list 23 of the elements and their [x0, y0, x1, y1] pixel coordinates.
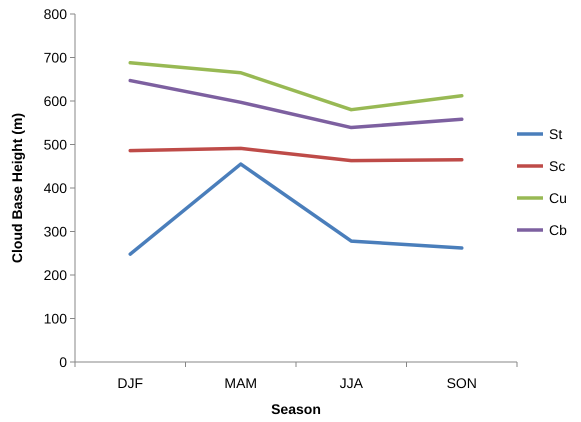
legend-label: Cb	[549, 222, 568, 238]
legend-label: Sc	[549, 158, 566, 174]
y-tick-label: 300	[44, 223, 68, 240]
y-tick-label: 600	[44, 92, 68, 109]
y-tick-label: 100	[44, 310, 68, 326]
legend-label: St	[549, 126, 562, 142]
line-series	[128, 78, 464, 130]
y-tick-label: 500	[44, 136, 68, 152]
y-tick-label: 800	[44, 6, 68, 22]
x-tick-label: JJA	[340, 375, 364, 391]
x-tick-label: DJF	[117, 375, 144, 391]
y-axis-title: Cloud Base Height (m)	[9, 112, 25, 264]
x-tick-label: MAM	[224, 375, 258, 391]
y-tick-label: 400	[44, 180, 68, 196]
x-axis-title: Season	[271, 401, 321, 417]
legend-label: Cu	[549, 190, 567, 206]
y-tick-label: 0	[59, 354, 68, 370]
line-series	[128, 162, 464, 256]
line-series	[128, 60, 464, 112]
y-tick-label: 700	[44, 49, 68, 66]
y-tick-label: 200	[44, 266, 68, 283]
x-tick-label: SON	[446, 375, 477, 391]
line-series	[128, 146, 464, 162]
